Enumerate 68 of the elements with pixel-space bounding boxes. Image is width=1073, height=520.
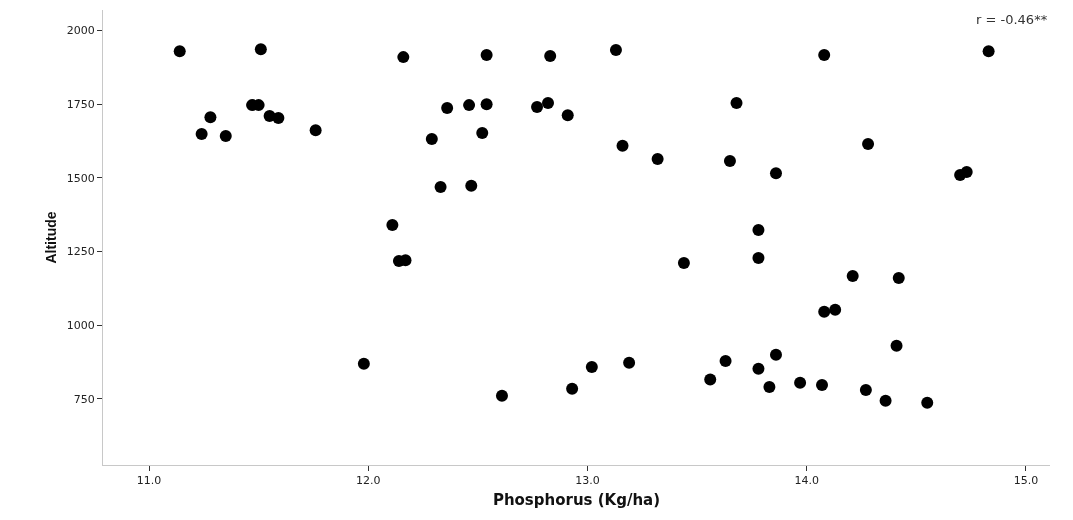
- x-tick-label: 15.0: [1013, 474, 1039, 488]
- point: [723, 155, 736, 168]
- x-tick-label: 14.0: [794, 474, 819, 488]
- point: [890, 339, 903, 352]
- point: [219, 130, 232, 143]
- point: [982, 45, 995, 58]
- point: [585, 360, 598, 373]
- point: [752, 223, 765, 236]
- point: [859, 383, 872, 396]
- point: [425, 132, 438, 145]
- point: [386, 218, 399, 231]
- point: [816, 378, 829, 391]
- x-tick-label: 12.0: [356, 474, 381, 488]
- point: [480, 98, 493, 111]
- y-tick-label: 1750: [66, 98, 95, 112]
- point: [254, 43, 267, 56]
- point: [623, 356, 636, 369]
- point: [763, 380, 776, 393]
- point: [397, 51, 410, 64]
- point: [616, 139, 629, 152]
- x-axis-title: Phosphorus (Kg/ha): [492, 491, 661, 510]
- point: [752, 362, 765, 375]
- point: [544, 49, 557, 62]
- point: [862, 138, 875, 150]
- point: [730, 97, 743, 110]
- point: [818, 305, 831, 318]
- point: [794, 376, 807, 389]
- point: [651, 153, 664, 166]
- y-tick-label: 2000: [66, 24, 95, 38]
- point: [465, 179, 478, 192]
- y-tick-label: 1000: [66, 318, 95, 332]
- point: [357, 357, 370, 370]
- point: [495, 389, 508, 402]
- point: [769, 167, 782, 180]
- point: [677, 256, 690, 269]
- point: [960, 165, 973, 178]
- point: [566, 382, 579, 395]
- point: [561, 109, 574, 122]
- point: [309, 124, 322, 137]
- point: [272, 112, 285, 125]
- x-tick-label: 13.0: [575, 474, 600, 488]
- point: [846, 269, 859, 282]
- y-tick-label: 750: [73, 392, 95, 406]
- annotation: r = -0.46**: [976, 12, 1048, 27]
- x-tick-label: 11.0: [136, 474, 162, 488]
- point: [204, 111, 217, 124]
- y-tick-label: 1250: [66, 245, 95, 259]
- point: [463, 99, 476, 112]
- point: [769, 348, 782, 361]
- point: [434, 180, 447, 193]
- point: [531, 100, 544, 113]
- point: [704, 373, 717, 386]
- point: [752, 251, 765, 264]
- point: [892, 271, 905, 284]
- point: [609, 44, 622, 57]
- point: [441, 102, 454, 115]
- point: [818, 49, 831, 62]
- point: [173, 45, 186, 58]
- point: [921, 396, 934, 409]
- point: [719, 355, 732, 368]
- y-tick-label: 1500: [66, 171, 95, 185]
- point: [480, 49, 493, 62]
- y-axis-title: Altitude: [43, 211, 60, 264]
- point: [476, 127, 489, 140]
- point: [879, 394, 892, 407]
- point: [829, 303, 842, 316]
- point: [195, 127, 208, 140]
- point: [542, 97, 554, 110]
